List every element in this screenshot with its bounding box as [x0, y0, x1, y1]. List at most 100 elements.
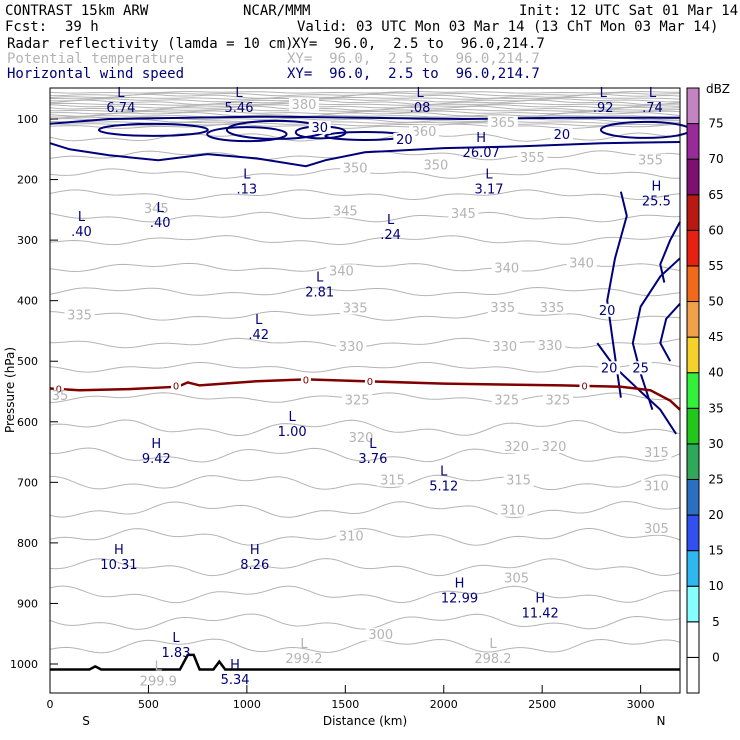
- theta-strat-line: [49, 115, 681, 118]
- field-reflectivity: Radar reflectivity (lamda = 10 cm): [7, 36, 294, 52]
- wind-contour-line: [659, 303, 681, 362]
- extremum-kind: H: [250, 543, 260, 558]
- theta-line: [49, 286, 681, 297]
- wind-label-bg: [598, 361, 621, 375]
- theta-strat-line: [49, 122, 681, 127]
- colorbar-swatch: [686, 229, 700, 267]
- theta-label-bg: [641, 479, 672, 493]
- y-tick-label: 800: [17, 537, 38, 550]
- theta-label-bg: [501, 571, 532, 585]
- axes: 0 500 1000 1500 2000 2500 30001002003004005006…: [3, 113, 665, 728]
- theta-label: 340: [569, 257, 594, 272]
- extremum-kind: L: [600, 86, 608, 101]
- init-time: Init: 12 UTC Sat 01 Mar 14: [519, 3, 739, 19]
- extremum-value: 1.83: [162, 646, 191, 661]
- extremum-kind: H: [476, 131, 486, 146]
- colorbar-swatch: [686, 336, 700, 374]
- extremum-kind: L: [235, 86, 243, 101]
- theta-strat-line: [49, 90, 680, 94]
- terrain-line: [50, 653, 680, 671]
- extremum-kind: L: [440, 464, 448, 479]
- extremum-value: 6.74: [106, 101, 135, 116]
- theta-label: 340: [329, 264, 354, 279]
- theta-label: 300: [368, 628, 393, 643]
- extremum-kind: L: [255, 313, 263, 328]
- extremum-kind: H: [114, 543, 124, 558]
- theta-line: [49, 638, 681, 654]
- theta-label-bg: [566, 256, 597, 270]
- theta-strat-line: [49, 123, 681, 130]
- theta-label: 380: [292, 98, 317, 113]
- theta-label-bg: [497, 503, 528, 517]
- extremum-kind: L: [289, 410, 297, 425]
- extremum-kind: L: [489, 637, 497, 652]
- theta-label: 325: [546, 393, 571, 408]
- colorbar-swatch: [686, 265, 700, 303]
- theta-label: 315: [506, 473, 531, 488]
- theta-label-bg: [535, 338, 566, 352]
- freezing-label: 0: [56, 384, 62, 395]
- freezing-label-bg: [171, 379, 181, 391]
- theta-line: [49, 527, 681, 546]
- theta-label: 335: [540, 301, 565, 316]
- theta-label-bg: [448, 206, 479, 220]
- theta-label: 305: [504, 571, 529, 586]
- fcst-value: 39 h: [65, 19, 99, 35]
- freezing-label-bg: [53, 382, 64, 394]
- theta-label-bg: [420, 158, 451, 172]
- theta-line: [49, 558, 681, 577]
- extremum-kind: L: [300, 637, 308, 652]
- extremum-value: 11.42: [522, 606, 559, 621]
- colorbar-unit: dBZ: [706, 82, 730, 96]
- extremum-kind: L: [172, 631, 180, 646]
- theta-label: 330: [492, 340, 517, 355]
- colorbar-swatch: [686, 372, 700, 409]
- colorbar-swatch: [686, 407, 700, 445]
- theta-label: 320: [504, 440, 529, 455]
- model-title: CONTRAST 15km ARW: [5, 3, 149, 19]
- y-tick-label: 500: [17, 355, 38, 368]
- theta-label: 320: [349, 431, 374, 446]
- colorbar-swatch: [686, 585, 700, 623]
- x-tick-label: 1000: [233, 698, 261, 711]
- x-tick-label: 0: [47, 698, 54, 711]
- theta-line: [49, 361, 681, 373]
- extremum-value: .08: [410, 101, 431, 116]
- wind-label: 20: [601, 361, 618, 376]
- wind-20-line: [49, 115, 680, 125]
- theta-label: 330: [339, 340, 364, 355]
- theta-label: 320: [542, 440, 567, 455]
- y-tick-label: 400: [17, 295, 38, 308]
- theta-strat-line: [49, 104, 681, 109]
- extremum-kind: L: [157, 201, 165, 216]
- extremum-kind: L: [78, 210, 86, 225]
- extremum-value: .13: [237, 183, 258, 198]
- extremum-value: 3.17: [475, 183, 504, 198]
- theta-label-bg: [340, 301, 371, 315]
- theta-label-bg: [346, 430, 377, 444]
- theta-label: 310: [500, 504, 525, 519]
- theta-line: [49, 613, 681, 630]
- y-tick-label: 900: [17, 597, 38, 610]
- theta-label: 335: [343, 301, 368, 316]
- theta-label: 360: [412, 125, 437, 140]
- field-reflectivity-xy: XY= 96.0, 2.5 to 96.0,214.7: [292, 36, 545, 52]
- extremum-kind: L: [243, 168, 251, 183]
- theta-label: 325: [345, 393, 370, 408]
- colorbar-swatch: [686, 123, 700, 160]
- theta-strat-line: [49, 117, 681, 123]
- extremum-value: 10.31: [100, 558, 137, 573]
- y-tick-label: 200: [17, 174, 38, 187]
- extremum-value: .24: [380, 228, 401, 243]
- wind-label: 20: [554, 128, 571, 143]
- colorbar-swatch: [686, 478, 700, 516]
- wind-label-bg: [393, 133, 416, 147]
- wind-contour-line: [606, 191, 628, 398]
- wind-contour-line: [631, 257, 681, 411]
- theta-line: [49, 235, 680, 246]
- theta-label-bg: [489, 340, 520, 354]
- colorbar-label: 45: [708, 330, 723, 344]
- theta-label-bg: [377, 473, 408, 487]
- extremum-value: 299.2: [285, 652, 322, 667]
- theta-line: [49, 585, 681, 604]
